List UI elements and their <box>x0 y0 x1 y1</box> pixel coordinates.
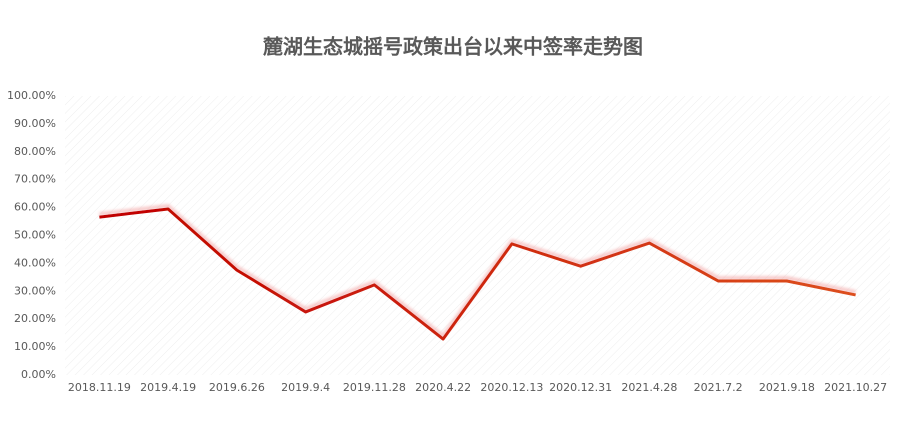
x-tick-label: 2019.9.4 <box>281 381 330 394</box>
chart-title: 麓湖生态城摇号政策出台以来中签率走势图 <box>263 35 643 59</box>
y-tick-label: 30.00% <box>14 284 56 297</box>
x-tick-label: 2021.7.2 <box>694 381 743 394</box>
y-tick-label: 50.00% <box>14 229 56 242</box>
y-tick-label: 100.00% <box>7 89 56 102</box>
y-tick-label: 60.00% <box>14 201 56 214</box>
plot-area <box>65 96 890 375</box>
x-tick-label: 2021.4.28 <box>621 381 677 394</box>
y-tick-label: 0.00% <box>21 368 56 381</box>
y-tick-label: 20.00% <box>14 312 56 325</box>
x-tick-label: 2020.12.13 <box>480 381 543 394</box>
x-tick-label: 2020.12.31 <box>549 381 612 394</box>
x-tick-label: 2019.11.28 <box>343 381 406 394</box>
y-tick-label: 70.00% <box>14 173 56 186</box>
x-tick-label: 2018.11.19 <box>68 381 131 394</box>
x-tick-label: 2021.10.27 <box>824 381 887 394</box>
y-tick-label: 90.00% <box>14 117 56 130</box>
y-tick-label: 10.00% <box>14 340 56 353</box>
data-line <box>99 207 856 341</box>
x-tick-label: 2019.6.26 <box>209 381 265 394</box>
y-tick-label: 80.00% <box>14 145 56 158</box>
y-tick-label: 40.00% <box>14 256 56 269</box>
x-tick-label: 2021.9.18 <box>759 381 815 394</box>
x-tick-label: 2020.4.22 <box>415 381 471 394</box>
x-tick-label: 2019.4.19 <box>140 381 196 394</box>
